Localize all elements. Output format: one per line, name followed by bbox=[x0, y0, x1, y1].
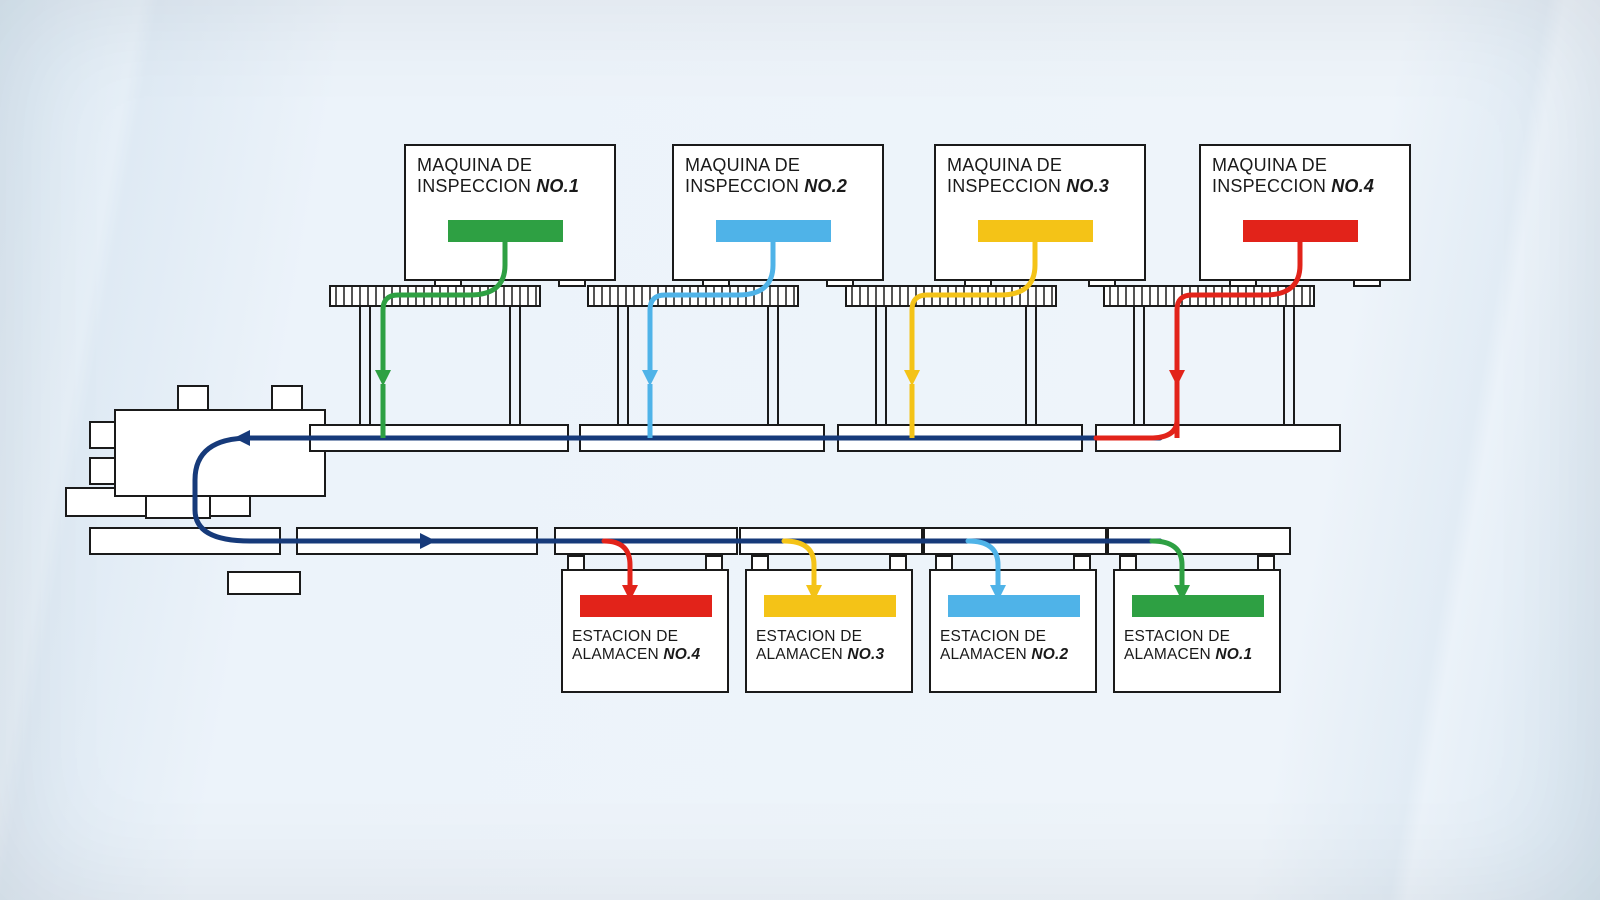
label-line2: INSPECCION bbox=[685, 176, 804, 196]
node-label: ESTACION DEALAMACEN NO.2 bbox=[940, 628, 1068, 664]
label-no: NO.2 bbox=[1031, 646, 1068, 663]
label-line2: ALAMACEN bbox=[1124, 646, 1215, 663]
node-label: ESTACION DEALAMACEN NO.3 bbox=[756, 628, 884, 664]
label-line1: MAQUINA DE bbox=[417, 155, 532, 175]
label-line2: ALAMACEN bbox=[572, 646, 663, 663]
label-no: NO.4 bbox=[1331, 176, 1374, 196]
label-line1: ESTACION DE bbox=[756, 628, 862, 645]
label-line2: ALAMACEN bbox=[940, 646, 1031, 663]
label-line1: ESTACION DE bbox=[940, 628, 1046, 645]
label-line2: INSPECCION bbox=[947, 176, 1066, 196]
flow-diagram bbox=[0, 0, 1600, 900]
label-no: NO.3 bbox=[1066, 176, 1109, 196]
label-line1: MAQUINA DE bbox=[685, 155, 800, 175]
node-label: ESTACION DEALAMACEN NO.1 bbox=[1124, 628, 1252, 664]
label-line1: MAQUINA DE bbox=[1212, 155, 1327, 175]
node-label: MAQUINA DEINSPECCION NO.2 bbox=[685, 155, 847, 196]
label-line1: ESTACION DE bbox=[1124, 628, 1230, 645]
label-no: NO.3 bbox=[847, 646, 884, 663]
label-line1: ESTACION DE bbox=[572, 628, 678, 645]
label-line2: INSPECCION bbox=[417, 176, 536, 196]
label-line1: MAQUINA DE bbox=[947, 155, 1062, 175]
node-label: MAQUINA DEINSPECCION NO.1 bbox=[417, 155, 579, 196]
label-line2: ALAMACEN bbox=[756, 646, 847, 663]
label-line2: INSPECCION bbox=[1212, 176, 1331, 196]
node-label: MAQUINA DEINSPECCION NO.4 bbox=[1212, 155, 1374, 196]
label-no: NO.2 bbox=[804, 176, 847, 196]
node-label: ESTACION DEALAMACEN NO.4 bbox=[572, 628, 700, 664]
label-no: NO.1 bbox=[1215, 646, 1252, 663]
label-no: NO.4 bbox=[663, 646, 700, 663]
node-label: MAQUINA DEINSPECCION NO.3 bbox=[947, 155, 1109, 196]
label-no: NO.1 bbox=[536, 176, 579, 196]
